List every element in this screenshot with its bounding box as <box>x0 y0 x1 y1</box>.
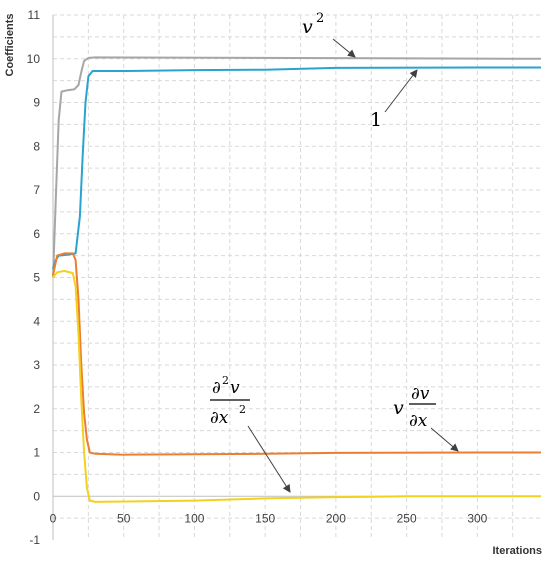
y-tick-label: 10 <box>27 52 41 66</box>
y-tick-label: 4 <box>33 314 40 328</box>
x-tick-label: 300 <box>467 511 487 525</box>
annotation-arrow-d2v-dx2 <box>247 425 291 493</box>
grid <box>53 14 541 540</box>
svg-text:2: 2 <box>316 11 324 26</box>
series-lines <box>52 56 542 503</box>
annotation-arrow-one <box>384 69 418 113</box>
annotation-v-squared: v 2 <box>302 11 356 58</box>
x-tick-label: 50 <box>117 511 131 525</box>
y-tick-label: 9 <box>33 96 40 110</box>
y-tick-label: 1 <box>33 446 40 460</box>
svg-text:2: 2 <box>222 374 229 387</box>
annotation-v-dvdx: v ∂v ∂x <box>393 384 459 452</box>
svg-text:∂x: ∂x <box>409 411 428 431</box>
svg-text:1: 1 <box>370 109 382 131</box>
series-line-1 <box>52 56 542 278</box>
annotation-arrow-v-dvdx <box>430 427 459 452</box>
x-axis-title: Iterations <box>492 545 542 557</box>
y-tick-label: 7 <box>33 183 40 197</box>
annotation-d2v-dx2: ∂ 2 v ∂x 2 <box>210 374 291 493</box>
y-tick-label: -1 <box>29 533 40 547</box>
annotation-one: 1 <box>370 69 418 131</box>
svg-text:2: 2 <box>239 403 246 416</box>
series-line-3 <box>52 252 541 456</box>
svg-text:∂: ∂ <box>212 378 221 398</box>
y-tick-label: 3 <box>33 358 40 372</box>
svg-text:v: v <box>302 16 313 38</box>
tick-labels: -1 0 1 2 3 4 5 6 7 8 9 10 11 0 50 100 150 200 250 300 <box>27 8 488 547</box>
svg-text:∂v: ∂v <box>411 384 430 404</box>
svg-text:v: v <box>393 397 404 419</box>
y-tick-label: 11 <box>28 8 41 22</box>
y-axis-title: Coefficients <box>4 14 16 77</box>
series-line-4 <box>52 269 541 503</box>
svg-text:v: v <box>230 378 240 398</box>
annotation-arrow-v-squared <box>332 38 356 58</box>
y-tick-label: 0 <box>33 489 40 503</box>
x-tick-label: 250 <box>397 511 417 525</box>
x-tick-label: 150 <box>255 511 275 525</box>
y-tick-label: 6 <box>33 227 40 241</box>
y-tick-label: 5 <box>33 271 40 285</box>
svg-text:∂x: ∂x <box>210 408 229 428</box>
x-tick-label: 200 <box>326 511 346 525</box>
y-tick-label: 8 <box>33 139 40 153</box>
series-line-2 <box>52 66 541 270</box>
y-tick-label: 2 <box>33 402 40 416</box>
x-tick-label: 0 <box>50 511 57 525</box>
x-tick-label: 100 <box>184 511 204 525</box>
